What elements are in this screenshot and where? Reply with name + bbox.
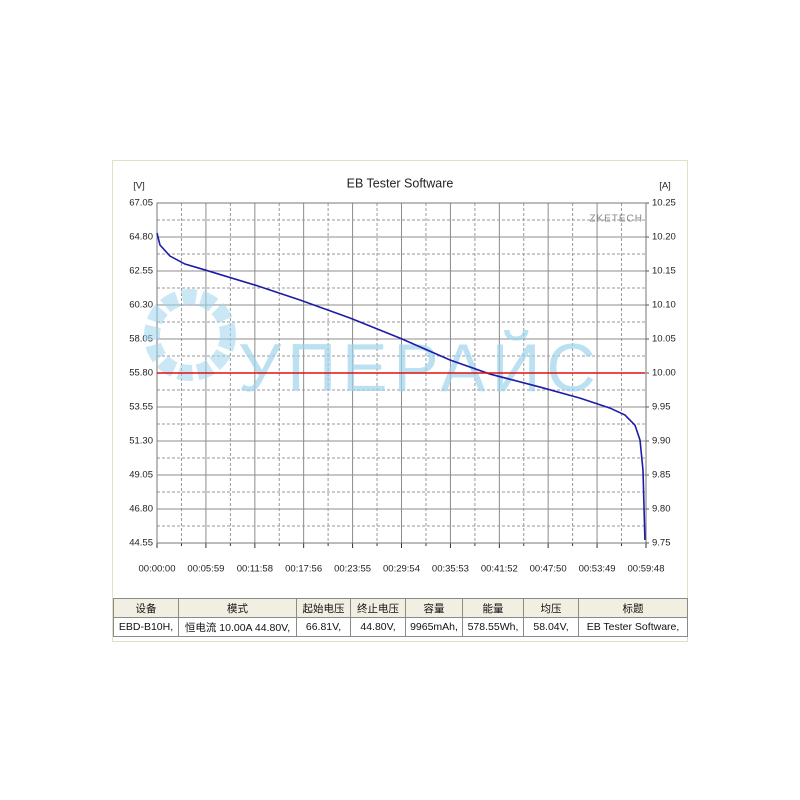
y-tick-label: 53.55 [129,402,153,413]
x-tick-label: 00:41:52 [481,564,518,575]
y-tick-label: 46.80 [129,504,153,515]
chart-title: EB Tester Software [347,176,454,190]
header-cell: 标题 [578,598,688,618]
y-axis-label: [V] [133,181,145,192]
y2-tick-label: 9.90 [652,436,671,447]
cell: EBD-B10H, [113,617,179,637]
x-tick-label: 00:17:56 [285,564,322,575]
y2-axis-label: [A] [659,181,671,192]
y-tick-label: 64.80 [129,232,153,243]
series-line [156,232,646,540]
header-cell: 终止电压 [350,598,406,618]
cell: 恒电流 10.00A 44.80V, [178,617,297,637]
x-tick-label: 00:29:54 [383,564,420,575]
chart-frame [112,160,688,642]
cell: 578.55Wh, [462,617,524,637]
cell: EB Tester Software, [578,617,688,637]
logo [144,289,236,381]
y-tick-label: 44.55 [129,538,153,549]
y2-tick-label: 9.95 [652,402,671,413]
logo-text: УПЕРАЙС [238,329,602,406]
header-cell: 起始电压 [296,598,351,618]
cell: 66.81V, [296,617,351,637]
header-row: 设备 模式 起始电压 终止电压 容量 能量 均压 标题 [113,598,688,618]
x-tick-label: 00:35:53 [432,564,469,575]
y2-tick-label: 10.00 [652,368,676,379]
y-tick-label: 58.05 [129,334,153,345]
x-tick-label: 00:23:55 [334,564,371,575]
header-cell: 能量 [462,598,524,618]
x-tick-label: 00:00:00 [139,564,176,575]
y-tick-label: 67.05 [129,198,153,209]
cell: 44.80V, [350,617,406,637]
logo-gear [144,289,236,381]
y2-tick-label: 10.15 [652,266,676,277]
y-tick-label: 55.80 [129,368,153,379]
y2-tick-label: 10.20 [652,232,676,243]
y-tick-label: 49.05 [129,470,153,481]
y2-tick-label: 9.85 [652,470,671,481]
x-tick-label: 00:05:59 [187,564,224,575]
y2-tick-label: 10.25 [652,198,676,209]
y2-tick-label: 9.75 [652,538,671,549]
cell: 58.04V, [523,617,579,637]
y-tick-label: 62.55 [129,266,153,277]
data-row: EBD-B10H, 恒电流 10.00A 44.80V, 66.81V, 44.… [113,617,688,637]
watermark: ZKETECH [589,214,643,225]
x-tick-label: 00:47:50 [530,564,567,575]
header-cell: 容量 [405,598,463,618]
summary-table: 设备 模式 起始电压 终止电压 容量 能量 均压 标题 EBD-B10H, 恒电… [113,598,688,637]
y-tick-label: 51.30 [129,436,153,447]
x-tick-label: 00:59:48 [628,564,665,575]
y-tick-label: 60.30 [129,300,153,311]
y2-tick-label: 10.10 [652,300,676,311]
x-tick-label: 00:11:58 [237,564,273,575]
cell: 9965mAh, [405,617,463,637]
x-tick-label: 00:53:49 [579,564,616,575]
header-cell: 模式 [178,598,297,618]
y2-tick-label: 9.80 [652,504,671,515]
header-cell: 均压 [523,598,579,618]
header-cell: 设备 [113,598,179,618]
y2-tick-label: 10.05 [652,334,676,345]
